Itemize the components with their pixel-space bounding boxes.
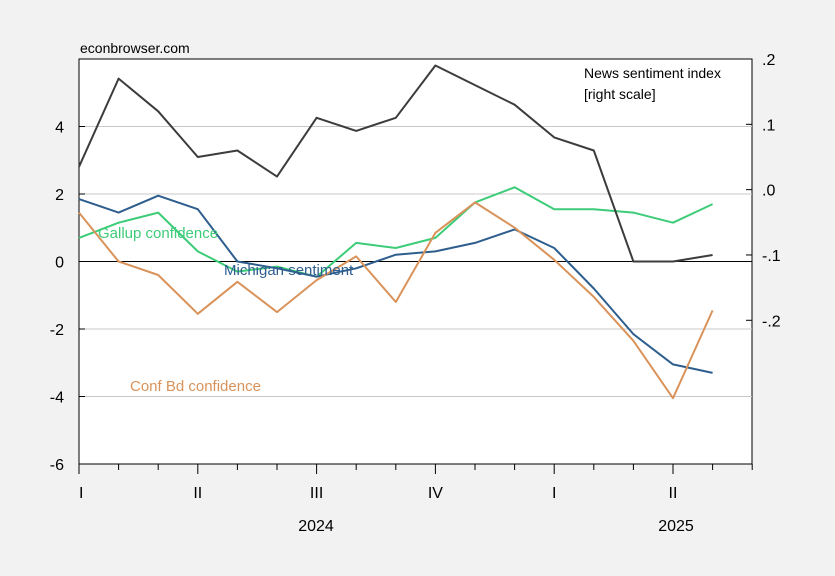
right-tick-label: .0 bbox=[762, 183, 775, 200]
left-tick-label: 0 bbox=[55, 255, 64, 272]
michigan-label: Michigan sentiment bbox=[224, 262, 354, 279]
right-tick-label: .2 bbox=[762, 52, 775, 69]
news-sentiment-scale-note: [right scale] bbox=[584, 86, 656, 102]
gridlines bbox=[79, 126, 752, 397]
left-tick-label: 2 bbox=[55, 187, 64, 204]
conf-bd-confidence-line bbox=[78, 201, 714, 400]
quarter-label: II bbox=[669, 485, 678, 502]
series-lines bbox=[78, 64, 714, 400]
confbd-label: Conf Bd confidence bbox=[130, 378, 261, 395]
year-label: 2024 bbox=[298, 518, 334, 535]
gallup-confidence-line bbox=[78, 186, 714, 278]
quarter-label: IV bbox=[428, 485, 443, 502]
left-tick-label: -4 bbox=[50, 390, 64, 407]
year-label: 2025 bbox=[658, 518, 694, 535]
quarter-label: I bbox=[79, 485, 83, 502]
right-tick-label: -.1 bbox=[762, 248, 781, 265]
news-sentiment-label: News sentiment index bbox=[584, 65, 721, 81]
left-tick-label: -6 bbox=[50, 457, 64, 474]
quarter-label: III bbox=[310, 485, 323, 502]
news-sentiment-index-line bbox=[78, 64, 713, 263]
right-tick-label: -.2 bbox=[762, 313, 781, 330]
quarter-label: II bbox=[193, 485, 202, 502]
gallup-label: Gallup confidence bbox=[98, 225, 218, 242]
michigan-sentiment-line bbox=[78, 194, 713, 374]
right-tick-label: .1 bbox=[762, 117, 775, 134]
left-tick-label: -2 bbox=[50, 322, 64, 339]
left-tick-label: 4 bbox=[55, 120, 64, 137]
source-label: econbrowser.com bbox=[80, 40, 190, 56]
quarter-label: I bbox=[552, 485, 556, 502]
